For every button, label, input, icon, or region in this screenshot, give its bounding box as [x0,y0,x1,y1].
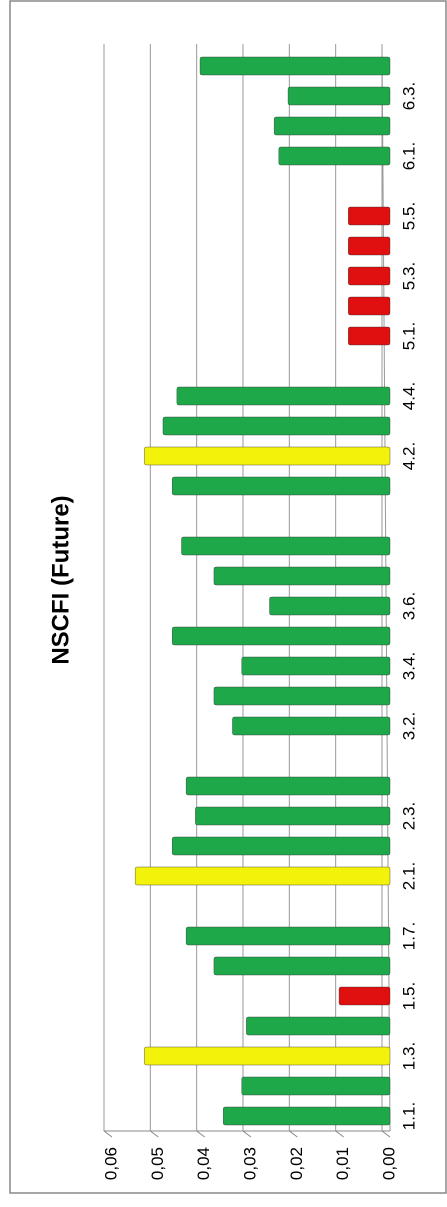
y-tick-label: 0,05 [148,1147,167,1180]
y-tick-label: 0,00 [379,1147,398,1180]
y-tick-label: 0,01 [333,1147,352,1180]
bar [213,566,391,586]
bar [241,656,391,676]
x-tick-label: 3.4. [399,652,418,680]
bar [172,626,391,646]
tick-mark [381,1130,391,1138]
bar [246,1016,391,1036]
tick-mark [335,1130,344,1138]
bar [287,86,391,106]
bar [348,266,391,286]
x-tick-label: 4.4. [399,382,418,410]
bar [222,1106,391,1126]
x-tick-label: 5.1. [399,322,418,350]
x-tick-label: 6.1. [399,142,418,170]
y-tick-label: 0,02 [287,1147,306,1180]
x-tick-label: 5.5. [399,202,418,230]
x-tick-label: 3.2. [399,712,418,740]
bar [162,416,391,436]
x-tick-label: 1.5. [399,982,418,1010]
y-tick-label: 0,04 [194,1147,213,1180]
bar [134,866,391,886]
x-tick-label: 1.7. [399,922,418,950]
bar [185,926,391,946]
bar [232,716,391,736]
x-tick-label: 2.1. [399,862,418,890]
x-tick-label: 4.2. [399,442,418,470]
x-tick-label: 2.3. [399,802,418,830]
bar [176,386,391,406]
plot: NSCFI (Future) 0,00 0,01 0,02 0,03 0,04 0,05 0… [47,43,418,1180]
tick-mark [242,1130,252,1138]
bar [181,536,391,556]
tick-mark [103,1130,113,1138]
tick-mark [196,1130,205,1138]
bar [338,986,391,1006]
bar [269,596,391,616]
bar [213,956,391,976]
bar [195,806,391,826]
bar [348,296,391,316]
bar [241,1076,391,1096]
bar [348,326,391,346]
chart-title: NSCFI (Future) [47,495,74,664]
bar [199,56,391,76]
x-tick-label: 6.3. [399,82,418,110]
bar [348,206,391,226]
frame [9,0,447,1194]
tick-mark [289,1130,298,1138]
bar [278,146,391,166]
x-tick-label: 1.1. [399,1102,418,1130]
bar [144,446,391,466]
bar [348,236,391,256]
bar [144,1046,391,1066]
bar [172,476,391,496]
y-tick-label: 0,03 [240,1147,259,1180]
bar [172,836,391,856]
bar [213,686,391,706]
tick-mark [150,1130,159,1138]
x-tick-label: 1.3. [399,1042,418,1070]
y-tick-label: 0,06 [101,1147,120,1180]
x-tick-label: 5.3. [399,262,418,290]
x-tick-label: 3.6. [399,592,418,620]
bar [273,116,391,136]
bar [185,776,391,796]
